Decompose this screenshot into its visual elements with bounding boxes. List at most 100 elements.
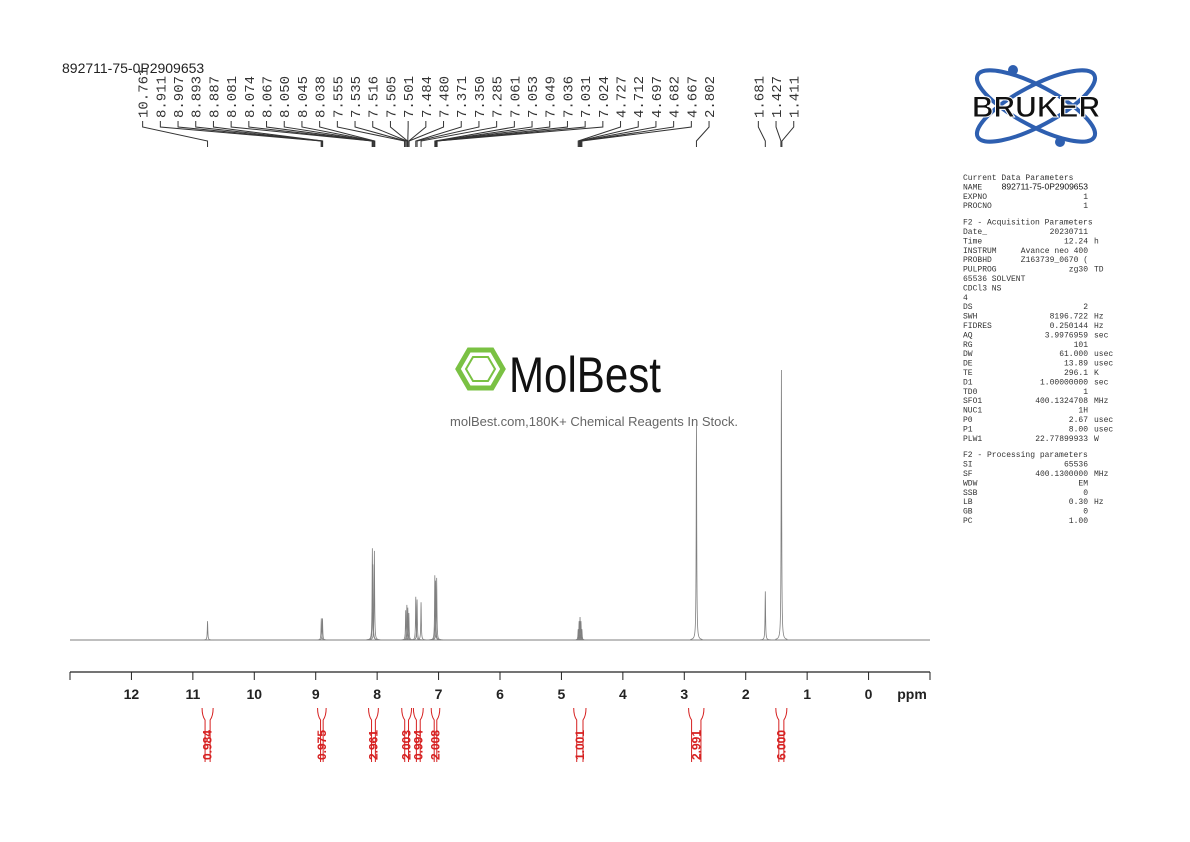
parameter-value: 0: [1083, 489, 1088, 498]
signal-peak: [775, 369, 788, 640]
integral-bracket: [401, 707, 413, 762]
brand-logo: BRUKER: [972, 91, 1101, 124]
x-tick-label: 5: [558, 686, 566, 702]
parameter-key: TD0: [963, 388, 978, 397]
peak-label: 1.411: [788, 76, 804, 118]
parameter-value: 101: [1074, 341, 1089, 350]
signal-peak: [690, 423, 703, 640]
parameter-key: INSTRUM: [963, 247, 997, 256]
parameter-unit: usec: [1094, 350, 1113, 359]
integral-label: 0.984: [201, 730, 215, 760]
parameter-value: 13.89: [1064, 360, 1088, 369]
peak-label: 7.535: [349, 76, 365, 118]
parameter-value: 2.67: [1069, 416, 1088, 425]
peak-connector: [435, 121, 568, 147]
peak-label: 8.887: [207, 76, 223, 118]
parameter-key: Date_: [963, 228, 987, 237]
peak-label: 7.350: [473, 76, 489, 118]
peak-label: 2.802: [703, 76, 719, 118]
parameter-value: 3.9976959: [1045, 331, 1088, 340]
parameter-key: 4: [963, 294, 968, 303]
x-tick-label: 3: [680, 686, 688, 702]
watermark-tagline: molBest.com,180K+ Chemical Reagents In S…: [450, 414, 738, 429]
parameter-unit: Hz: [1094, 498, 1104, 507]
signal-peak: [759, 591, 772, 641]
peak-label: 7.555: [331, 76, 347, 118]
parameter-value: 1: [1083, 193, 1088, 202]
parameter-value: 1.00: [1069, 517, 1088, 526]
peak-connector: [266, 121, 374, 147]
parameter-key: AQ: [963, 331, 973, 340]
x-tick-label: 4: [619, 686, 627, 702]
peak-label: 7.024: [597, 76, 613, 118]
parameter-key: GB: [963, 508, 973, 517]
integral-bracket: [688, 707, 705, 762]
peak-connector: [389, 121, 409, 147]
parameter-key: PROCNO: [963, 202, 992, 211]
peak-connector: [577, 121, 622, 147]
peak-label: 7.031: [579, 76, 595, 118]
parameter-heading: F2 - Processing parameters: [963, 451, 1088, 460]
parameter-value: 400.1300000: [1035, 470, 1088, 479]
integral-bracket: [368, 707, 379, 762]
peak-label: 7.053: [526, 76, 542, 118]
peak-connector: [416, 121, 480, 147]
parameter-key: CDCl3 NS: [963, 284, 1002, 293]
parameter-value: 892711-75-0P2909653: [1002, 181, 1089, 191]
signal-peak: [201, 621, 214, 641]
integral-bracket: [775, 707, 788, 762]
peak-connector: [319, 121, 376, 147]
x-tick-label: 10: [246, 686, 262, 702]
parameter-key: NUC1: [963, 407, 982, 416]
parameter-key: SF: [963, 470, 973, 479]
parameter-key: FIDRES: [963, 322, 992, 331]
signal-peak: [409, 596, 422, 641]
parameter-value: Z163739_0670 (: [1021, 256, 1088, 265]
x-axis-label: ppm: [897, 686, 927, 702]
peak-label: 8.907: [172, 76, 188, 118]
parameter-key: SWH: [963, 313, 978, 322]
peak-connector: [177, 121, 322, 147]
peak-label: 1.681: [752, 76, 768, 118]
parameter-value: 0: [1083, 508, 1088, 517]
integral-bracket: [430, 707, 441, 762]
integral-bracket: [573, 707, 587, 762]
peak-label: 7.505: [384, 76, 400, 118]
peak-label: 10.761: [137, 68, 153, 118]
integral-label: 2.003: [400, 730, 414, 760]
parameter-value: 8.00: [1069, 425, 1088, 434]
peak-connector: [775, 121, 782, 147]
parameter-value: 1.00000000: [1040, 378, 1088, 387]
signal-peak: [368, 550, 381, 641]
peak-connector: [579, 121, 657, 147]
peak-label: 7.501: [402, 76, 418, 118]
peak-connector: [578, 121, 639, 147]
peak-label: 7.285: [491, 76, 507, 118]
peak-label: 8.074: [243, 76, 259, 118]
x-tick-label: 6: [496, 686, 504, 702]
signal-peak: [411, 599, 424, 641]
peak-connector: [354, 121, 407, 147]
parameter-key: Time: [963, 237, 982, 246]
parameter-unit: K: [1094, 369, 1099, 378]
parameter-value: 22.77899933: [1035, 435, 1088, 444]
peak-connector: [212, 121, 324, 147]
parameter-unit: TD: [1094, 266, 1104, 275]
watermark-brand: MolBest: [509, 347, 661, 403]
peak-label: 8.038: [314, 76, 330, 118]
parameter-key: SI: [963, 461, 973, 470]
spectrum-title: 892711-75-0P2909653: [62, 60, 204, 76]
peak-label: 8.081: [225, 76, 241, 118]
x-tick-label: 2: [742, 686, 750, 702]
watermark: MolBest molBest.com,180K+ Chemical Reage…: [450, 347, 738, 429]
peak-label: 7.371: [455, 76, 471, 118]
peak-label: 4.727: [615, 76, 631, 118]
parameter-unit: W: [1094, 435, 1099, 444]
integral-label: 6.000: [774, 730, 788, 760]
parameter-key: P1: [963, 425, 973, 434]
parameter-value: 1H: [1078, 407, 1088, 416]
parameter-unit: h: [1094, 237, 1099, 246]
peak-label: 7.061: [508, 76, 524, 118]
integral-label: 0.994: [411, 730, 425, 760]
